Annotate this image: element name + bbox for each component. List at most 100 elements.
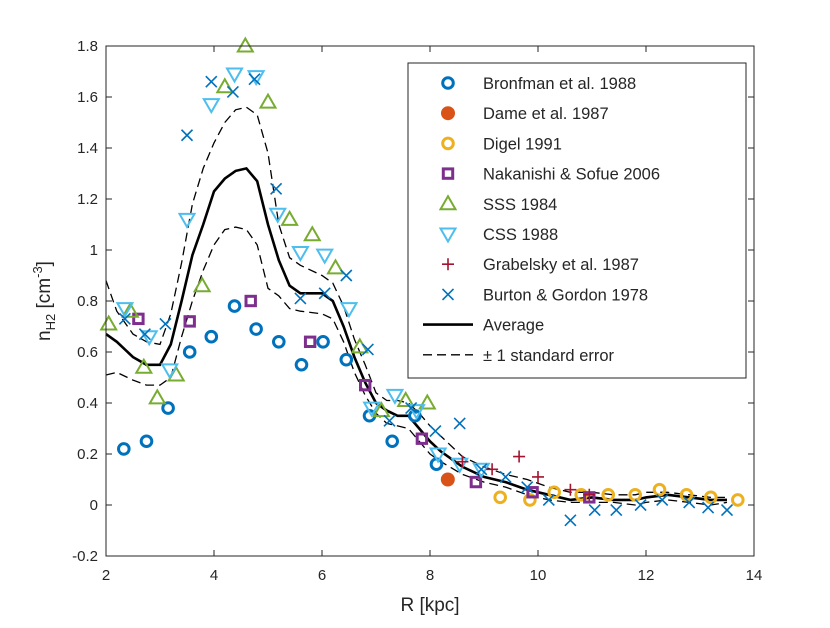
legend-marker	[441, 136, 455, 151]
triangle-up-marker	[438, 194, 458, 211]
legend-entry: Burton & Gordon 1978	[441, 286, 648, 304]
circle-marker	[547, 485, 562, 500]
data-point	[521, 481, 534, 494]
data-point	[244, 294, 257, 308]
y-axis-label-close: ]	[34, 261, 55, 266]
data-point	[326, 258, 345, 275]
data-markers	[99, 36, 745, 527]
data-point	[418, 393, 437, 410]
circle-marker	[117, 442, 131, 456]
square-marker	[132, 312, 145, 326]
x-marker	[499, 470, 512, 484]
data-point	[542, 493, 555, 506]
circle-marker	[408, 408, 422, 423]
data-point	[493, 490, 508, 505]
circle-marker	[316, 335, 330, 349]
legend-entry: SSS 1984	[438, 194, 557, 214]
data-point	[564, 514, 577, 527]
data-point	[258, 92, 278, 109]
plus-marker	[513, 450, 526, 463]
data-point	[499, 470, 512, 484]
x-marker	[542, 493, 555, 506]
y-axis-label-base: n	[34, 330, 55, 341]
plus-marker	[532, 470, 544, 483]
plus-marker	[456, 455, 469, 468]
data-point	[704, 490, 718, 505]
y-tick-label: 1	[90, 242, 98, 259]
x-tick-label: 2	[102, 567, 110, 584]
data-point	[526, 486, 539, 499]
legend-label: Dame et al. 1987	[483, 105, 609, 123]
data-point	[138, 328, 151, 341]
x-marker	[610, 504, 623, 517]
data-point	[429, 424, 442, 438]
legend-entry: Dame et al. 1987	[441, 105, 609, 123]
data-point	[383, 414, 396, 427]
data-point	[610, 504, 623, 517]
y-tick-label: 1.2	[77, 191, 98, 208]
triangle-up-marker	[236, 36, 255, 53]
legend-marker	[441, 76, 455, 90]
filled-circle-marker	[440, 472, 455, 487]
legend-marker	[441, 167, 455, 180]
x-tick-label: 14	[746, 567, 763, 584]
x-marker	[634, 498, 647, 512]
data-point	[428, 447, 448, 464]
legend: Bronfman et al. 1988 Dame et al. 1987 Dige…	[407, 62, 747, 379]
x-marker	[159, 317, 172, 331]
x-marker	[475, 463, 488, 476]
y-axis-label-unit: [cm	[34, 278, 55, 314]
data-point	[226, 85, 239, 98]
data-point	[683, 496, 696, 509]
data-point	[385, 388, 405, 405]
triangle-down-marker	[472, 462, 491, 479]
data-point	[139, 434, 154, 449]
x-marker	[205, 75, 218, 88]
triangle-down-marker	[315, 248, 334, 265]
triangle-up-marker	[215, 77, 235, 94]
data-point	[339, 352, 354, 367]
data-point	[118, 312, 131, 325]
data-point	[192, 276, 212, 293]
y-tick-label: -0.2	[72, 548, 98, 565]
data-point	[634, 498, 647, 512]
triangle-up-marker	[326, 258, 345, 275]
data-point	[652, 482, 667, 497]
triangle-up-marker	[258, 92, 278, 109]
y-tick-label: 1.4	[77, 140, 98, 157]
data-point	[121, 301, 140, 318]
x-marker	[429, 424, 442, 438]
data-point	[407, 404, 426, 421]
x-tick-label: 6	[318, 567, 326, 584]
plus-marker	[564, 483, 577, 496]
x-marker	[521, 481, 534, 494]
square-marker	[415, 432, 429, 445]
triangle-down-marker	[160, 363, 179, 380]
data-point	[731, 493, 745, 507]
x-marker	[226, 85, 239, 98]
data-point	[180, 129, 194, 142]
circle-marker	[601, 488, 616, 502]
data-point	[294, 357, 309, 372]
square-marker	[526, 486, 539, 499]
y-tick-label: 0.2	[77, 446, 98, 463]
legend-entry: Grabelsky et al. 1987	[442, 256, 639, 274]
x-marker	[118, 312, 131, 325]
data-point	[139, 330, 159, 347]
x-marker	[248, 73, 261, 86]
legend-entry: Digel 1991	[441, 135, 562, 153]
x-marker	[405, 402, 418, 415]
triangle-up-marker	[148, 388, 167, 405]
legend-marker	[441, 288, 455, 301]
x-marker	[453, 417, 466, 430]
circle-marker	[523, 493, 537, 507]
data-point	[405, 402, 418, 415]
triangle-up-marker	[396, 390, 415, 407]
x-marker	[720, 504, 734, 517]
triangle-down-marker	[339, 302, 359, 319]
legend-label: CSS 1988	[483, 226, 558, 244]
data-point	[523, 493, 537, 507]
legend-label: Bronfman et al. 1988	[483, 75, 636, 93]
x-marker	[270, 182, 283, 195]
